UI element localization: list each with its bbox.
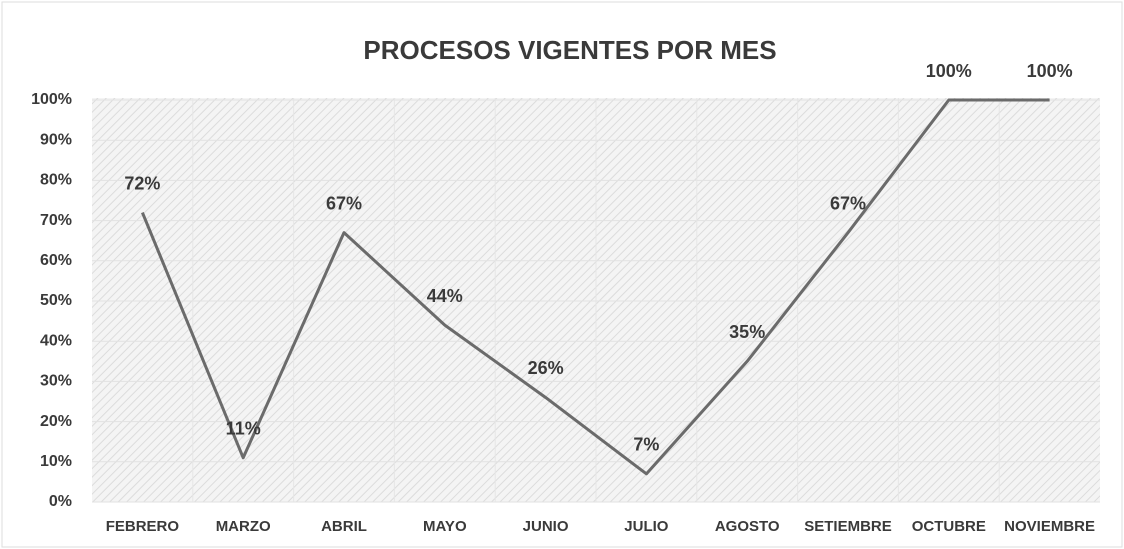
data-label: 7%: [633, 435, 659, 455]
x-tick-label: SETIEMBRE: [804, 518, 892, 535]
y-tick-label: 40%: [40, 332, 72, 349]
y-tick-label: 90%: [40, 131, 72, 148]
data-label: 72%: [124, 173, 160, 193]
y-tick-label: 10%: [40, 453, 72, 470]
y-tick-label: 60%: [40, 252, 72, 269]
x-tick-label: MARZO: [216, 518, 271, 535]
data-label: 44%: [427, 286, 463, 306]
data-label: 26%: [528, 358, 564, 378]
x-tick-label: MAYO: [423, 518, 467, 535]
x-tick-label: JULIO: [624, 518, 669, 535]
x-tick-label: JUNIO: [523, 518, 569, 535]
chart-title: PROCESOS VIGENTES POR MES: [363, 35, 776, 65]
x-tick-label: OCTUBRE: [912, 518, 986, 535]
y-tick-label: 0%: [49, 493, 72, 510]
y-tick-label: 80%: [40, 172, 72, 189]
data-label: 100%: [926, 61, 972, 81]
x-tick-label: ABRIL: [321, 518, 367, 535]
data-label: 67%: [830, 193, 866, 213]
data-line: [141, 98, 1050, 476]
x-tick-label: FEBRERO: [106, 518, 180, 535]
y-tick-label: 20%: [40, 413, 72, 430]
data-label: 100%: [1027, 61, 1073, 81]
data-label: 11%: [226, 419, 261, 439]
y-tick-label: 50%: [40, 292, 72, 309]
y-tick-label: 100%: [31, 91, 72, 108]
data-label: 35%: [729, 322, 765, 342]
x-tick-label: NOVIEMBRE: [1004, 518, 1095, 535]
x-tick-label: AGOSTO: [715, 518, 780, 535]
y-tick-label: 30%: [40, 373, 72, 390]
data-label: 67%: [326, 193, 362, 213]
y-tick-label: 70%: [40, 212, 72, 229]
